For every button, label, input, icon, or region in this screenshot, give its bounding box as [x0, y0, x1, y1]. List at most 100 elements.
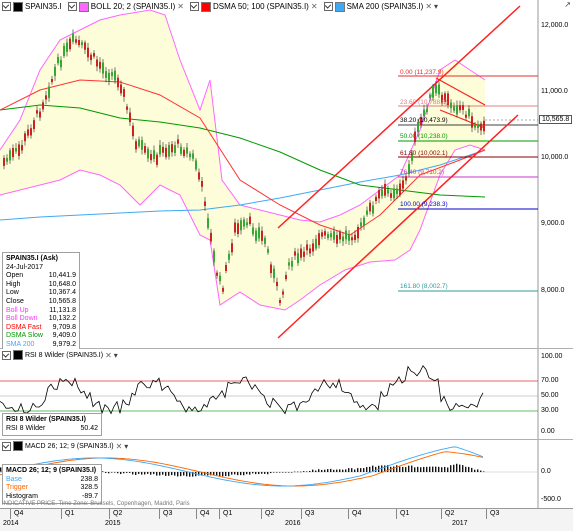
histogram-bar: [360, 468, 362, 472]
candle-body: [72, 33, 74, 42]
candle-body: [339, 232, 341, 240]
close-icon[interactable]: ✕: [425, 2, 433, 11]
legend-title: SPAIN35.I (Ask): [6, 255, 58, 262]
color-swatch-icon[interactable]: [13, 1, 23, 12]
macd-chart-svg[interactable]: [0, 440, 573, 508]
checkbox-icon[interactable]: [2, 350, 11, 360]
time-axis[interactable]: INDICATIVE PRICE. Time Zone: Brussels, C…: [0, 501, 573, 531]
rsi-chart-svg[interactable]: [0, 349, 573, 439]
histogram-bar: [306, 471, 308, 473]
histogram-bar: [393, 466, 395, 472]
color-swatch-icon[interactable]: [13, 350, 23, 360]
histogram-bar: [297, 471, 299, 473]
histogram-bar: [477, 469, 479, 472]
legend-row: Histogram -89.7: [6, 493, 98, 502]
candle-body: [327, 234, 329, 239]
checkbox-icon[interactable]: [323, 2, 333, 11]
candle-body: [471, 116, 473, 128]
dropdown-icon[interactable]: ▾: [113, 350, 118, 360]
histogram-bar: [315, 470, 317, 472]
legend-value: 10,441.9: [48, 272, 76, 280]
histogram-bar: [126, 472, 128, 473]
checkbox-icon[interactable]: [2, 441, 11, 451]
histogram-bar: [387, 465, 389, 472]
candle-body: [420, 116, 422, 126]
candle-body: [186, 147, 188, 154]
close-icon[interactable]: ✕: [310, 2, 318, 11]
legend-row: DSMA Fast 9,709.8: [6, 324, 76, 333]
fib-label-76: 76.40 (9,710.2): [400, 169, 445, 176]
candle-body: [225, 265, 227, 271]
color-swatch-icon[interactable]: [78, 1, 89, 12]
candle-body: [18, 144, 20, 156]
price-panel[interactable]: SPAIN35.I BOLL 20; 2 (SPAIN35.I) ✕ DSMA …: [0, 0, 573, 353]
candle-body: [261, 230, 263, 241]
candle-body: [426, 108, 428, 112]
fib-label-0: 0.00 (11,237.9): [400, 69, 444, 76]
histogram-bar: [189, 472, 191, 477]
color-swatch-icon[interactable]: [13, 441, 23, 451]
color-swatch-icon[interactable]: [200, 1, 211, 12]
dropdown-icon[interactable]: ▾: [434, 2, 439, 11]
color-swatch-icon[interactable]: [334, 1, 345, 12]
quarter-label: Q1: [223, 510, 233, 517]
candle-body: [402, 180, 404, 189]
histogram-bar: [108, 472, 110, 474]
candle-body: [324, 231, 326, 236]
toolbar-item-dsma[interactable]: DSMA 50; 100 (SPAIN35.I) ✕: [189, 1, 318, 12]
histogram-bar: [336, 469, 338, 472]
candle-body: [417, 121, 419, 132]
candle-body: [63, 45, 65, 56]
histogram-bar: [474, 469, 476, 472]
candle-body: [450, 102, 452, 108]
toolbar-item-sma[interactable]: SMA 200 (SPAIN35.I) ✕ ▾: [323, 1, 439, 12]
histogram-bar: [345, 469, 347, 472]
bollinger-lower-line: [0, 144, 486, 311]
checkbox-icon[interactable]: [67, 2, 77, 11]
candle-body: [45, 95, 47, 100]
macd-panel[interactable]: MACD 26; 12; 9 (SPAIN35.I) ✕ ▾ 0.0 -500.…: [0, 440, 573, 509]
histogram-bar: [222, 472, 224, 477]
price-chart-svg[interactable]: [0, 0, 573, 348]
quarter-label: Q3: [305, 510, 315, 517]
legend-key: RSI 8 Wilder: [6, 424, 46, 432]
rsi-axis-label: 0.00: [541, 428, 555, 435]
candle-body: [159, 144, 161, 155]
close-icon[interactable]: ✕: [115, 441, 123, 451]
close-icon[interactable]: ✕: [177, 2, 184, 11]
price-axis-label: 8,000.0: [541, 287, 565, 294]
histogram-bar: [258, 472, 260, 475]
rsi-panel[interactable]: RSI 8 Wilder (SPAIN35.I) ✕ ▾ 100.00 70.0…: [0, 349, 573, 440]
macd-base-line: [0, 446, 484, 487]
legend-key: Close: [6, 297, 24, 305]
candle-body: [117, 77, 119, 88]
candle-body: [9, 150, 11, 161]
candle-body: [381, 189, 383, 197]
quarter-tick: [219, 509, 220, 519]
arrow-icon[interactable]: ↗: [564, 0, 571, 9]
legend-key: Open: [6, 272, 24, 280]
legend-rows: Open 10,441.9 High 10,648.0 Low 10,367.4 Close…: [6, 272, 76, 349]
candle-body: [3, 157, 5, 166]
toolbar-item-bollinger[interactable]: BOLL 20; 2 (SPAIN35.I) ✕: [67, 1, 184, 12]
close-icon[interactable]: ✕: [105, 350, 112, 360]
checkbox-icon[interactable]: [189, 2, 199, 11]
toolbar-item-instrument[interactable]: SPAIN35.I: [2, 1, 62, 12]
histogram-bar: [366, 467, 368, 472]
histogram-bar: [351, 468, 353, 472]
trend-channel-lower: [277, 114, 519, 339]
dropdown-icon[interactable]: ▾: [124, 441, 129, 451]
quarter-label: Q4: [352, 510, 362, 517]
candle-body: [156, 154, 158, 165]
histogram-bar: [420, 467, 422, 472]
price-legend-box: SPAIN35.I (Ask) 24-Jul-2017 Open 10,441.9…: [2, 252, 80, 353]
checkbox-icon[interactable]: [2, 2, 11, 11]
candle-body: [342, 236, 344, 242]
year-label: 2015: [105, 520, 121, 527]
candle-body: [483, 120, 485, 132]
histogram-bar: [165, 472, 167, 476]
candle-body: [297, 253, 299, 264]
candle-body: [345, 230, 347, 240]
candle-body: [336, 234, 338, 244]
